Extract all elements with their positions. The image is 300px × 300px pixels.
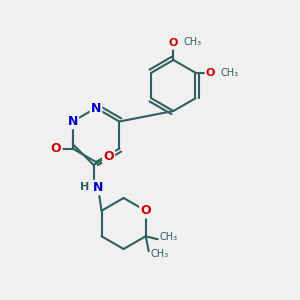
Text: CH₃: CH₃ (221, 68, 239, 78)
Text: CH₃: CH₃ (150, 249, 168, 259)
Text: N: N (91, 101, 101, 115)
Text: CH₃: CH₃ (184, 37, 202, 47)
Text: O: O (206, 68, 215, 78)
Text: CH₃: CH₃ (159, 232, 177, 242)
Text: O: O (51, 142, 62, 155)
Text: O: O (103, 149, 114, 163)
Text: N: N (68, 115, 78, 128)
Text: O: O (169, 38, 178, 49)
Text: N: N (93, 181, 103, 194)
Text: H: H (80, 182, 89, 193)
Text: O: O (140, 204, 151, 217)
